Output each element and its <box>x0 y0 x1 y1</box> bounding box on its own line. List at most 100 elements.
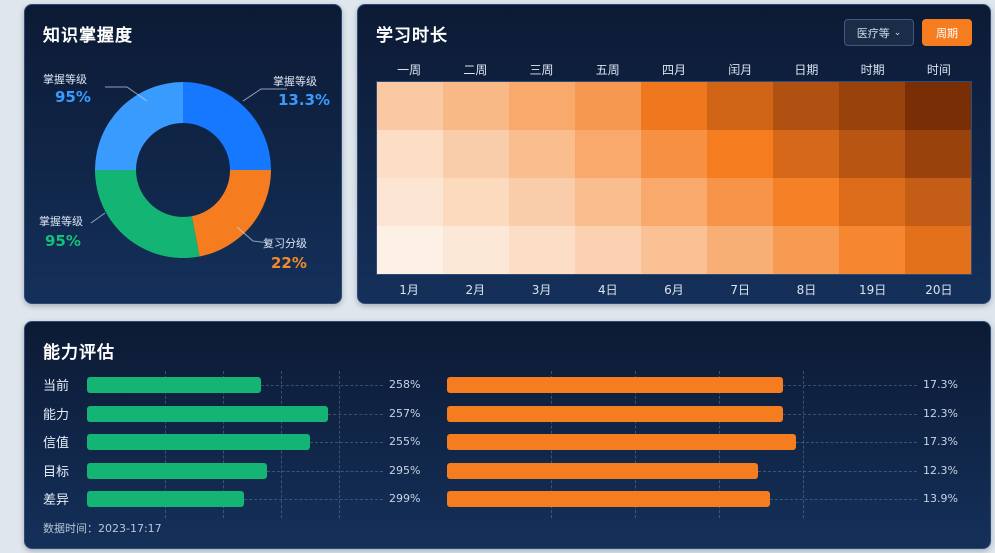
study-duration-title: 学习时长 <box>376 26 448 46</box>
heatmap-col-head-6: 日期 <box>794 63 819 77</box>
ability-row-label-1: 能力 <box>43 407 70 423</box>
ability-value-1-1: 12.3% <box>923 406 958 420</box>
heatmap-cell-2-3 <box>575 178 641 226</box>
heatmap-cell-3-6 <box>773 226 839 274</box>
heatmap-col-head-8: 时间 <box>926 63 951 77</box>
donut-slice-0 <box>183 82 271 170</box>
heatmap-cell-2-6 <box>773 178 839 226</box>
heatmap-cell-3-3 <box>575 226 641 274</box>
heatmap-cell-1-6 <box>773 130 839 178</box>
heatmap-cell-3-4 <box>641 226 707 274</box>
heatmap-cell-3-7 <box>839 226 905 274</box>
knowledge-mastery-title: 知识掌握度 <box>43 26 133 46</box>
heatmap-cell-0-6 <box>773 82 839 130</box>
donut-leader-line-2 <box>90 212 106 224</box>
ability-value-0-3: 295% <box>389 463 421 477</box>
heatmap-cell-1-0 <box>377 130 443 178</box>
heatmap-cell-3-2 <box>509 226 575 274</box>
ability-bar-1-3 <box>447 462 758 479</box>
ability-bar-0-0 <box>87 377 261 393</box>
ability-dash-1-4 <box>770 499 917 500</box>
heatmap-cell-1-7 <box>839 130 905 178</box>
heatmap-col-foot-1: 2月 <box>465 283 486 297</box>
ability-bar-1-1 <box>447 405 783 422</box>
heatmap-col-foot-6: 8日 <box>796 283 817 297</box>
period-select-label: 医疗等 <box>856 26 890 40</box>
donut-label-bottom-left: 掌握等级 <box>39 215 83 228</box>
donut-slice-1 <box>191 170 271 257</box>
bar-grid-line-0-4 <box>339 371 340 518</box>
heatmap-col-foot-3: 4日 <box>597 283 618 297</box>
heatmap-col-foot-4: 6月 <box>664 283 684 297</box>
ability-dash-0-4 <box>243 499 383 500</box>
knowledge-mastery-panel: 知识掌握度 掌握等级 95% 掌握等级 13.3% 掌握等级 95% 复习分级 … <box>24 4 342 304</box>
heatmap-cell-3-5 <box>707 226 773 274</box>
heatmap-cell-1-1 <box>443 130 509 178</box>
heatmap-cell-1-5 <box>707 130 773 178</box>
ability-row-label-3: 目标 <box>43 464 70 480</box>
heatmap-cell-2-8 <box>905 178 971 226</box>
heatmap-cell-0-5 <box>707 82 773 130</box>
ability-row-label-2: 信值 <box>43 436 70 451</box>
heatmap-cell-0-1 <box>443 82 509 130</box>
heatmap-cell-0-3 <box>575 82 641 130</box>
heatmap-col-head-4: 四月 <box>661 63 686 77</box>
ability-value-1-0: 17.3% <box>923 378 958 391</box>
ability-assessment-panel: 能力评估 当前 258% 17.3% 能力 257% 12.3% 信值 255% 17.3% 目标… <box>24 321 991 549</box>
donut-leader-line-0 <box>105 86 148 102</box>
period-button[interactable]: 周期 <box>922 19 972 46</box>
ability-bar-1-4 <box>447 491 771 507</box>
heatmap-cell-2-1 <box>443 178 509 226</box>
donut-label-top-left: 掌握等级 <box>43 73 87 86</box>
heatmap-cell-0-4 <box>641 82 707 130</box>
heatmap-cell-2-7 <box>839 178 905 226</box>
ability-value-0-2: 255% <box>389 435 421 448</box>
heatmap-col-head-2: 三周 <box>529 63 554 77</box>
heatmap-cell-3-1 <box>443 226 509 274</box>
heatmap-col-head-0: 一周 <box>397 63 422 77</box>
donut-value-bottom-right: 22% <box>271 254 307 272</box>
ability-row-label-0: 当前 <box>43 379 70 394</box>
heatmap-col-head-5: 闰月 <box>728 63 753 77</box>
ability-bar-0-2 <box>87 434 311 450</box>
donut-label-bottom-right: 复习分级 <box>263 237 307 250</box>
heatmap-cell-3-8 <box>905 226 971 274</box>
heatmap-cell-2-2 <box>509 178 575 226</box>
heatmap-cell-0-0 <box>377 82 443 130</box>
bar-grid-line-1-4 <box>803 371 804 518</box>
ability-dash-0-3 <box>266 470 383 472</box>
ability-value-1-2: 17.3% <box>923 435 958 448</box>
heatmap-cell-1-2 <box>509 130 575 178</box>
heatmap-cell-0-7 <box>839 82 905 130</box>
ability-bar-0-4 <box>87 491 244 507</box>
heatmap-cell-0-2 <box>509 82 575 130</box>
ability-dash-1-2 <box>795 442 917 443</box>
ability-dash-0-0 <box>261 385 383 386</box>
knowledge-mastery-donut-chart <box>90 82 287 258</box>
heatmap-col-foot-0: 1月 <box>399 283 419 297</box>
ability-value-0-1: 257% <box>389 406 421 420</box>
heatmap-col-foot-8: 20日 <box>925 283 953 297</box>
donut-leader-line-1 <box>242 88 287 102</box>
heatmap-cell-1-3 <box>575 130 641 178</box>
ability-dash-1-1 <box>783 413 917 415</box>
heatmap-cell-2-0 <box>377 178 443 226</box>
donut-label-top-right: 掌握等级 <box>273 75 317 88</box>
ability-assessment-title: 能力评估 <box>43 343 115 363</box>
donut-value-top-left: 95% <box>55 88 91 106</box>
ability-value-0-4: 299% <box>389 492 421 505</box>
ability-row-label-4: 差异 <box>43 493 70 508</box>
ability-dash-1-0 <box>783 385 917 386</box>
ability-bar-1-0 <box>447 377 783 393</box>
study-duration-panel: 学习时长 医疗等 ⌄ 周期 一周 二周 三周 五周 四月 闰月 日期 时期 时间 1月 2月 3月 4… <box>357 4 991 304</box>
ability-value-1-4: 13.9% <box>923 492 958 505</box>
heatmap-cell-2-5 <box>707 178 773 226</box>
ability-dash-1-3 <box>757 470 917 472</box>
ability-dash-0-2 <box>310 442 383 443</box>
chevron-down-icon: ⌄ <box>893 27 902 38</box>
period-select[interactable]: 医疗等 ⌄ <box>844 19 914 46</box>
heatmap-col-head-7: 时期 <box>860 63 885 77</box>
ability-dash-0-1 <box>327 413 383 415</box>
heatmap-cell-3-0 <box>377 226 443 274</box>
ability-bar-1-2 <box>447 434 796 450</box>
